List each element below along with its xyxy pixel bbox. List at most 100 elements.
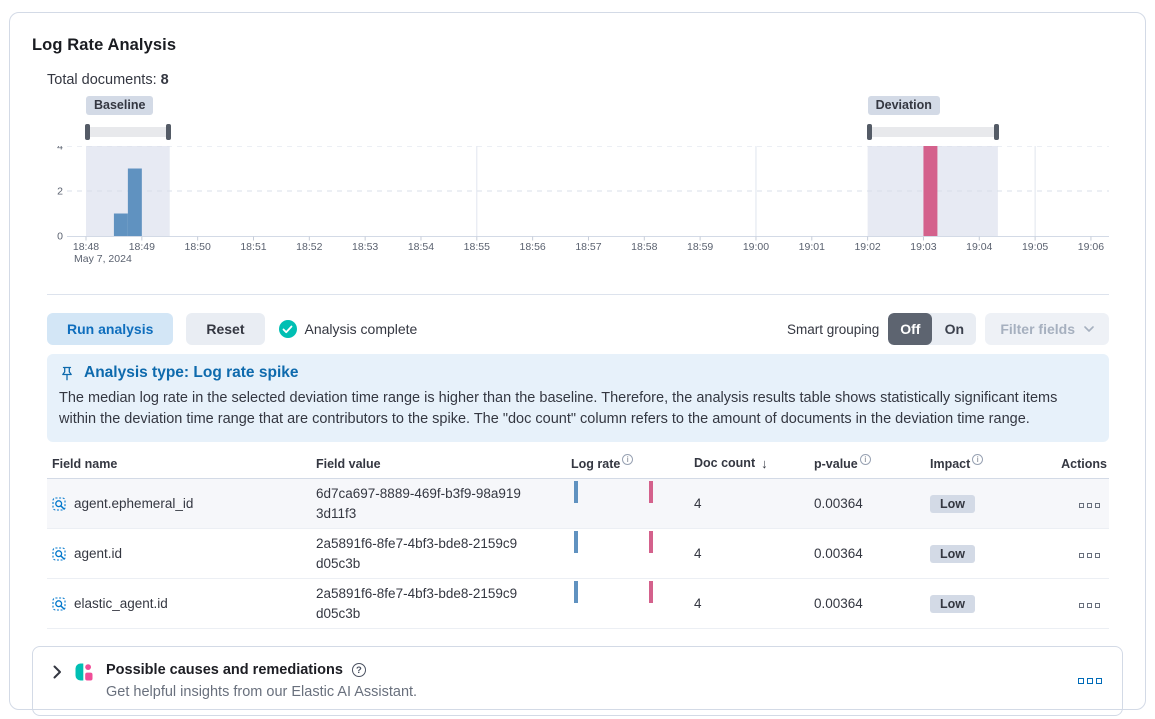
deviation-brush-right-handle[interactable]	[993, 124, 999, 140]
svg-text:May 7, 2024: May 7, 2024	[74, 253, 132, 265]
impact-badge: Low	[930, 544, 975, 563]
analysis-type-callout: Analysis type: Log rate spike The median…	[47, 354, 1109, 442]
field-name-cell: agent.id	[74, 546, 123, 562]
total-documents: Total documents: 8	[47, 72, 1123, 88]
svg-text:19:04: 19:04	[966, 241, 992, 253]
table-row: agent.ephemeral_id 6d7ca697-8889-469f-b3…	[47, 479, 1109, 530]
col-header-field-value: Field value	[316, 456, 381, 471]
section-divider	[47, 294, 1109, 295]
deviation-brush[interactable]	[866, 124, 999, 140]
field-search-icon[interactable]	[52, 597, 66, 611]
chart-plot-area[interactable]: 18:48 18:49 18:50 18:51 18:52 18:53 18:54 18:55…	[47, 146, 1109, 268]
toolbar: Run analysis Reset Analysis complete Sma…	[47, 313, 1109, 345]
field-value-cell: 6d7ca697-8889-469f-b3f9-98a9193d11f3	[316, 486, 521, 521]
p-value-cell: 0.00364	[814, 596, 863, 612]
info-icon[interactable]: i	[622, 453, 634, 465]
field-value-cell: 2a5891f6-8fe7-4bf3-bde8-2159c9d05c3b	[316, 586, 518, 621]
callout-title: Analysis type: Log rate spike	[84, 364, 299, 381]
field-search-icon[interactable]	[52, 497, 66, 511]
page-title: Log Rate Analysis	[32, 36, 177, 54]
svg-text:18:53: 18:53	[352, 241, 378, 253]
svg-text:18:57: 18:57	[575, 241, 601, 253]
p-value-cell: 0.00364	[814, 546, 863, 562]
svg-text:18:54: 18:54	[408, 241, 434, 253]
possible-causes-accordion[interactable]: Possible causes and remediations ? Get h…	[32, 646, 1123, 717]
field-name-cell: agent.ephemeral_id	[74, 496, 194, 512]
document-count-chart: Baseline Deviation 18:48 18:49 18:50 18:51 18…	[47, 96, 1109, 268]
total-documents-label: Total documents:	[47, 72, 157, 88]
check-icon	[278, 320, 297, 338]
svg-text:18:58: 18:58	[631, 241, 657, 253]
deviation-mini-bar	[649, 480, 653, 503]
smart-grouping-label: Smart grouping	[787, 321, 880, 337]
field-search-icon[interactable]	[52, 547, 66, 561]
row-actions-icon[interactable]	[1079, 603, 1100, 609]
pin-icon	[62, 366, 72, 380]
results-table: Field name Field value Log rate i Doc cou…	[47, 452, 1109, 630]
run-analysis-button[interactable]: Run analysis	[47, 313, 174, 345]
baseline-brush-left-handle[interactable]	[85, 124, 90, 140]
col-header-impact[interactable]: Impact i	[930, 453, 1047, 471]
chevron-right-icon[interactable]	[53, 665, 62, 679]
elastic-ai-assistant-icon	[75, 663, 93, 686]
svg-text:19:01: 19:01	[799, 241, 825, 253]
table-body: agent.ephemeral_id 6d7ca697-8889-469f-b3…	[47, 479, 1109, 630]
status-badge: Analysis complete	[278, 320, 417, 338]
accordion-title: Possible causes and remediations	[106, 662, 343, 679]
col-header-log-rate[interactable]: Log rate i	[571, 453, 694, 471]
svg-text:0: 0	[57, 231, 63, 243]
field-name-cell: elastic_agent.id	[74, 596, 168, 612]
svg-text:18:51: 18:51	[240, 241, 266, 253]
deviation-mini-bar	[649, 530, 653, 553]
doc-count-cell: 4	[694, 546, 702, 562]
log-rate-analysis-panel: Log Rate Analysis Total documents: 8 Bas…	[9, 12, 1146, 717]
accordion-actions-icon[interactable]	[1078, 678, 1102, 685]
deviation-mini-bar	[649, 580, 653, 603]
deviation-brush-left-handle[interactable]	[866, 124, 872, 140]
col-header-p-value[interactable]: p-value i	[814, 453, 930, 471]
smart-grouping-on-button[interactable]: On	[932, 313, 976, 345]
field-value-cell: 2a5891f6-8fe7-4bf3-bde8-2159c9d05c3b	[316, 536, 518, 571]
svg-text:18:56: 18:56	[519, 241, 545, 253]
impact-badge: Low	[930, 594, 975, 613]
baseline-brush[interactable]	[85, 124, 171, 140]
baseline-label-badge: Baseline	[86, 96, 154, 115]
chevron-down-icon	[1084, 326, 1094, 332]
row-actions-icon[interactable]	[1079, 553, 1100, 559]
doc-count-cell: 4	[694, 596, 702, 612]
filter-fields-button[interactable]: Filter fields	[985, 313, 1109, 345]
p-value-cell: 0.00364	[814, 496, 863, 512]
svg-text:18:50: 18:50	[185, 241, 211, 253]
svg-text:2: 2	[57, 186, 63, 198]
svg-text:18:59: 18:59	[687, 241, 713, 253]
row-actions-icon[interactable]	[1079, 503, 1100, 509]
doc-count-cell: 4	[694, 496, 702, 512]
info-icon[interactable]: i	[859, 453, 871, 465]
col-header-actions: Actions	[1061, 456, 1107, 471]
table-row: agent.id 2a5891f6-8fe7-4bf3-bde8-2159c9d…	[47, 529, 1109, 580]
smart-grouping-off-button[interactable]: Off	[888, 313, 933, 345]
total-documents-value: 8	[160, 72, 169, 88]
callout-body: The median log rate in the selected devi…	[59, 390, 1058, 427]
svg-text:19:06: 19:06	[1078, 241, 1104, 253]
svg-text:19:02: 19:02	[854, 241, 880, 253]
col-header-field-name: Field name	[52, 456, 118, 471]
reset-button[interactable]: Reset	[186, 313, 265, 345]
svg-text:18:48: 18:48	[73, 241, 99, 253]
impact-badge: Low	[930, 494, 975, 513]
svg-text:19:00: 19:00	[743, 241, 769, 253]
baseline-mini-bar	[574, 530, 578, 553]
svg-text:18:49: 18:49	[129, 241, 155, 253]
svg-text:18:52: 18:52	[296, 241, 322, 253]
table-row: elastic_agent.id 2a5891f6-8fe7-4bf3-bde8…	[47, 579, 1109, 630]
accordion-subtitle: Get helpful insights from our Elastic AI…	[106, 684, 418, 701]
svg-text:4: 4	[57, 146, 63, 153]
baseline-mini-bar	[574, 480, 578, 503]
deviation-label-badge: Deviation	[867, 96, 940, 115]
filter-fields-label: Filter fields	[1000, 321, 1075, 337]
svg-text:19:05: 19:05	[1022, 241, 1048, 253]
info-icon[interactable]: i	[972, 453, 984, 465]
help-icon[interactable]: ?	[351, 663, 366, 678]
baseline-brush-right-handle[interactable]	[165, 124, 171, 140]
col-header-doc-count[interactable]: Doc count ↓	[694, 456, 768, 471]
